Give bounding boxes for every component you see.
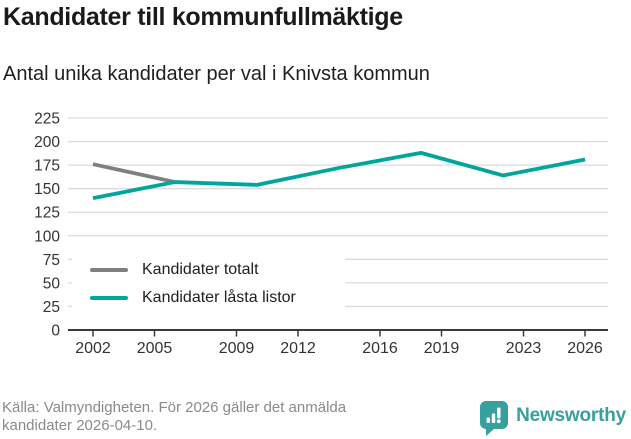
series-line [92,162,176,184]
y-tick-label: 50 [43,275,61,292]
legend-item: Kandidater låsta listor [90,289,345,307]
y-tick-label: 200 [34,134,60,151]
x-tick-label: 2019 [424,340,460,357]
page-title: Kandidater till kommunfullmäktige [3,3,403,31]
y-tick-label: 150 [34,181,60,198]
x-tick-label: 2016 [362,340,398,357]
y-tick-label: 225 [34,111,60,128]
newsworthy-icon [480,401,509,436]
x-tick-label: 2009 [219,340,255,357]
y-tick-label: 125 [34,205,60,222]
y-tick-label: 0 [51,323,60,340]
y-tick-label: 25 [43,299,60,316]
legend-item: Kandidater totalt [90,261,345,279]
series-line [92,150,586,200]
newsworthy-wordmark: Newsworthy [516,405,626,426]
source-note: Källa: Valmyndigheten. För 2026 gäller d… [2,399,347,435]
x-tick-label: 2012 [280,340,316,357]
chart-legend: Kandidater totalt Kandidater låsta listor [72,252,345,316]
legend-label: Kandidater låsta listor [142,288,296,306]
legend-swatch [90,295,128,300]
x-tick-label: 2005 [137,340,173,357]
legend-swatch [90,268,128,273]
chart-subtitle: Antal unika kandidater per val i Knivsta… [3,63,430,85]
legend-label: Kandidater totalt [142,261,259,279]
newsworthy-logo: Newsworthy [480,401,626,436]
y-tick-label: 175 [34,158,60,175]
x-tick-label: 2023 [506,340,542,357]
x-tick-label: 2002 [75,340,111,357]
y-tick-label: 100 [34,228,60,245]
x-tick-label: 2026 [567,340,603,357]
y-tick-label: 75 [43,252,60,269]
